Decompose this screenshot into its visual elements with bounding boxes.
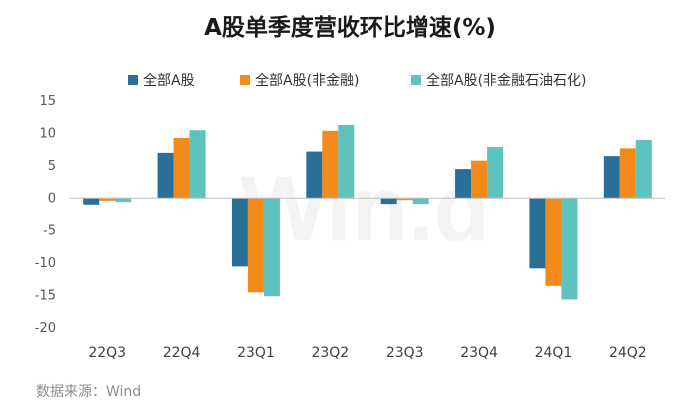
x-tick-label: 22Q3 [88,345,126,361]
y-tick-label: -15 [35,289,56,304]
bar-24Q2-series-2 [619,148,636,199]
bar-22Q4-series-1 [157,152,174,199]
y-tick-label: -20 [35,321,56,336]
bar-23Q4-series-2 [471,160,488,199]
bars [83,124,652,300]
bar-23Q4-series-1 [455,169,472,199]
y-axis: 15 10 5 0 -5 -10 -15 -20 [35,94,56,336]
y-tick-label: -5 [43,224,56,239]
legend-swatch [240,75,250,85]
source-note: 数据来源：Wind [36,384,141,400]
bar-23Q2-series-2 [322,130,339,199]
legend: 全部A股 全部A股(非金融) 全部A股(非金融石油石化) [128,72,587,89]
bar-24Q1-series-2 [545,198,562,286]
bar-22Q3-series-3 [115,198,132,203]
bar-23Q2-series-1 [306,151,323,199]
y-tick-label: 0 [48,191,56,206]
bar-23Q3-series-1 [380,198,397,205]
bar-24Q1-series-1 [529,198,546,269]
legend-label: 全部A股(非金融石油石化) [426,72,587,89]
x-tick-label: 23Q3 [386,345,424,361]
x-axis: 22Q3 22Q4 23Q1 23Q2 23Q3 23Q4 24Q1 24Q2 [88,345,646,361]
legend-swatch [128,75,138,85]
legend-label: 全部A股(非金融) [255,72,360,89]
x-tick-label: 22Q4 [163,345,201,361]
y-tick-label: -10 [35,256,56,271]
y-tick-label: 10 [39,126,56,141]
x-tick-label: 24Q2 [609,345,647,361]
bar-23Q3-series-3 [412,198,429,205]
bar-22Q4-series-3 [189,130,206,199]
y-tick-label: 15 [39,94,56,109]
bar-24Q2-series-3 [635,139,652,199]
x-tick-label: 24Q1 [535,345,573,361]
legend-swatch [411,75,421,85]
watermark-logo: Win.d [240,158,490,260]
y-tick-label: 5 [48,159,56,174]
bar-23Q3-series-2 [396,198,413,201]
bar-22Q4-series-2 [173,137,190,199]
legend-label: 全部A股 [143,72,195,89]
bar-23Q1-series-3 [263,198,280,297]
bar-24Q1-series-3 [561,198,578,300]
x-tick-label: 23Q4 [460,345,498,361]
bar-23Q2-series-3 [338,124,355,199]
x-tick-label: 23Q1 [237,345,275,361]
bar-23Q1-series-1 [231,198,248,267]
bar-23Q4-series-3 [487,147,504,199]
x-tick-label: 23Q2 [311,345,349,361]
bar-23Q1-series-2 [247,198,264,293]
bar-22Q3-series-1 [83,198,100,205]
chart-title: A股单季度营收环比增速(%) [204,14,496,41]
bar-24Q2-series-1 [603,156,620,199]
bar-22Q3-series-2 [99,198,116,201]
